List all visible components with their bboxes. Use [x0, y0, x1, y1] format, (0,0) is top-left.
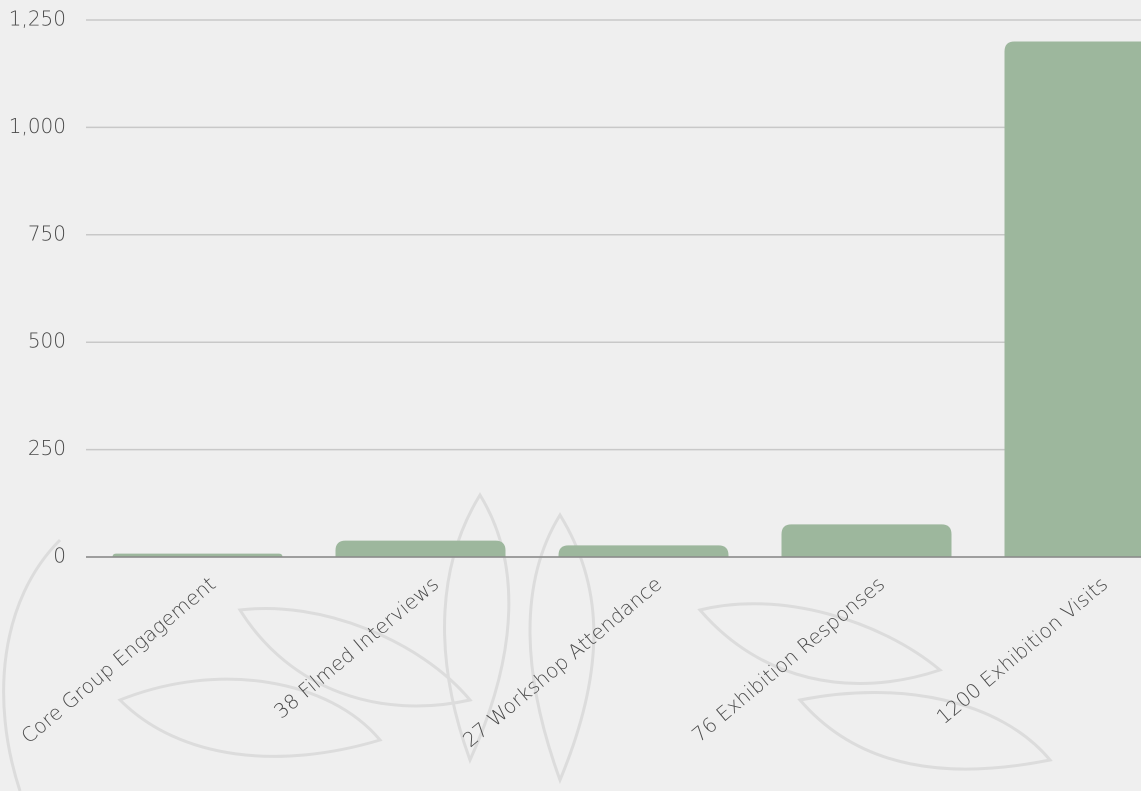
x-tick-label: 1200 Exhibition Visits [931, 572, 1112, 729]
x-tick-label: Core Group Engagement [16, 572, 220, 749]
page: {"chart_data": {"type": "bar", "categori… [0, 0, 1141, 791]
y-tick-label: 1,250 [9, 7, 66, 31]
bar [336, 541, 506, 557]
y-tick-label: 0 [53, 544, 66, 568]
bar [782, 524, 952, 557]
y-tick-label: 1,000 [9, 114, 66, 138]
x-tick-label: 76 Exhibition Responses [687, 572, 889, 747]
y-tick-label: 750 [28, 221, 66, 245]
bar [1005, 41, 1141, 557]
y-tick-label: 250 [28, 436, 66, 460]
bar [559, 545, 729, 557]
chart: 0 250 500 750 1,000 1,250 Core Group Engagemen… [0, 0, 1141, 791]
x-tick-label: 27 Workshop Attendance [458, 572, 666, 752]
x-tick-label: 38 Filmed Interviews [269, 572, 443, 724]
y-tick-label: 500 [28, 329, 66, 353]
